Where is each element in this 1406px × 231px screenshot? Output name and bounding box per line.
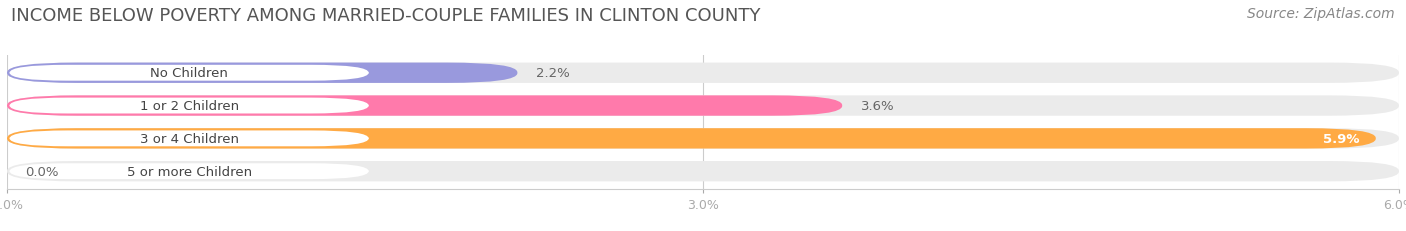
Text: 3 or 4 Children: 3 or 4 Children [139,132,239,145]
Text: Source: ZipAtlas.com: Source: ZipAtlas.com [1247,7,1395,21]
Text: 5 or more Children: 5 or more Children [127,165,252,178]
Text: 1 or 2 Children: 1 or 2 Children [139,100,239,112]
FancyBboxPatch shape [7,129,1376,149]
FancyBboxPatch shape [10,66,368,81]
Text: 2.2%: 2.2% [536,67,569,80]
FancyBboxPatch shape [10,131,368,147]
Text: INCOME BELOW POVERTY AMONG MARRIED-COUPLE FAMILIES IN CLINTON COUNTY: INCOME BELOW POVERTY AMONG MARRIED-COUPL… [11,7,761,25]
FancyBboxPatch shape [7,161,1399,182]
FancyBboxPatch shape [10,164,368,179]
FancyBboxPatch shape [7,63,517,84]
FancyBboxPatch shape [7,96,842,116]
Text: 0.0%: 0.0% [25,165,59,178]
FancyBboxPatch shape [10,98,368,114]
Text: No Children: No Children [150,67,228,80]
FancyBboxPatch shape [7,96,1399,116]
FancyBboxPatch shape [7,129,1399,149]
FancyBboxPatch shape [7,63,1399,84]
Text: 3.6%: 3.6% [860,100,894,112]
Text: 5.9%: 5.9% [1323,132,1360,145]
